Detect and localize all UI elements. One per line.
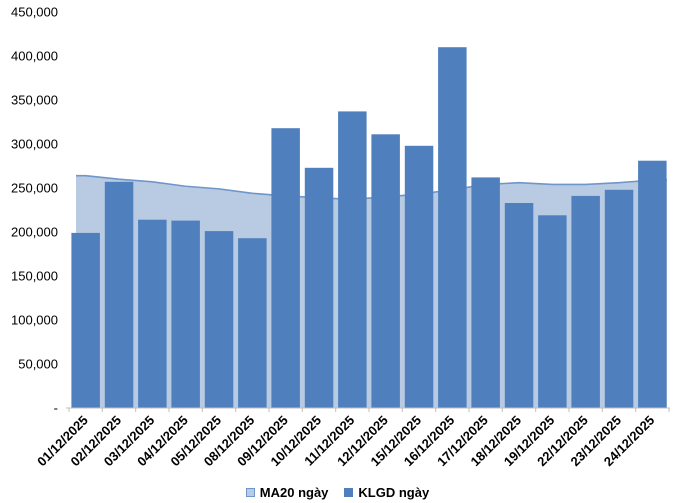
bar-klgd (571, 195, 600, 408)
y-axis-label: 400,000 (11, 49, 58, 64)
y-axis-label: 250,000 (11, 181, 58, 196)
y-axis-label: 350,000 (11, 93, 58, 108)
y-axis-label: 100,000 (11, 313, 58, 328)
ma20-line (76, 174, 667, 201)
ma20-swatch-icon (245, 488, 255, 497)
y-axis-label: 200,000 (11, 225, 58, 240)
y-axis-label: 300,000 (11, 137, 58, 152)
y-axis-label: 450,000 (11, 5, 58, 20)
bar-klgd (404, 145, 434, 409)
bar-klgd (271, 128, 300, 408)
bar-klgd (138, 219, 167, 408)
bar-klgd (71, 232, 100, 408)
klgd-swatch-icon (344, 488, 354, 497)
y-axis-label: 150,000 (11, 269, 58, 284)
bar-klgd (471, 177, 500, 408)
bar-klgd (338, 111, 367, 409)
bar-klgd (604, 189, 634, 408)
y-axis-label: - (54, 401, 58, 416)
bar-klgd (104, 181, 134, 408)
legend-item-ma20: MA20 ngày (245, 485, 329, 500)
legend-label-klgd: KLGD ngày (358, 485, 430, 500)
y-axis-label: 50,000 (18, 357, 58, 372)
bar-klgd (171, 220, 200, 408)
chart-legend: MA20 ngày KLGD ngày (0, 485, 675, 500)
bar-klgd (504, 203, 534, 408)
bar-klgd (238, 238, 267, 408)
legend-item-klgd: KLGD ngày (344, 485, 429, 500)
bar-klgd (371, 134, 400, 409)
bar-klgd (638, 160, 667, 408)
bar-klgd (304, 167, 334, 408)
bar-klgd (538, 215, 567, 408)
bar-klgd (204, 231, 234, 408)
legend-label-ma20: MA20 ngày (259, 485, 329, 500)
bar-klgd (438, 47, 467, 408)
